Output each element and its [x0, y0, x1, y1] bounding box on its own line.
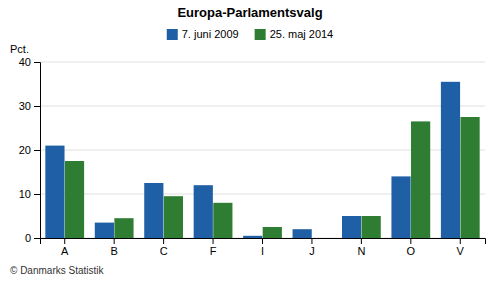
- bar: [263, 227, 282, 238]
- grid-line: [40, 62, 485, 63]
- x-tick-label: F: [210, 245, 217, 257]
- legend-label: 7. juni 2009: [182, 28, 239, 40]
- bar: [460, 117, 479, 238]
- x-tick-mark: [311, 238, 312, 244]
- legend-swatch: [167, 29, 178, 40]
- y-tick-label: 30: [19, 100, 31, 112]
- y-axis-label: Pct.: [10, 43, 29, 55]
- x-tick: V: [457, 238, 465, 257]
- x-tick: A: [61, 238, 69, 257]
- bar: [114, 218, 133, 238]
- y-tick-label: 40: [19, 56, 31, 68]
- bar-series: [65, 117, 480, 238]
- x-tick-mark: [213, 238, 214, 244]
- legend-label: 25. maj 2014: [270, 28, 334, 40]
- y-tick-label: 0: [25, 232, 31, 244]
- chart-container: Europa-Parlamentsvalg A B C F I J N O V 0 10 20 30 40P…: [0, 0, 500, 282]
- y-tick-mark: [34, 150, 40, 151]
- plot: A B C F I J N O V 0 10 20 30 40: [19, 56, 486, 257]
- x-tick-label: B: [110, 245, 117, 257]
- x-tick-mark: [114, 238, 115, 244]
- x-tick: B: [110, 238, 117, 257]
- y-axis: 0 10 20 30 40: [19, 56, 41, 244]
- x-tick: J: [309, 238, 315, 257]
- y-tick-label: 20: [19, 144, 31, 156]
- x-tick-mark: [361, 238, 362, 244]
- bar: [312, 238, 331, 239]
- x-axis-line: [41, 239, 486, 245]
- chart-svg: Europa-Parlamentsvalg A B C F I J N O V 0 10 20 30 40P…: [0, 0, 500, 282]
- bar: [362, 216, 381, 238]
- x-tick-label: C: [160, 245, 168, 257]
- legend: 7. juni 2009 25. maj 2014: [167, 28, 334, 40]
- grid: [40, 62, 485, 238]
- y-tick: 0: [25, 232, 40, 244]
- y-tick: 20: [19, 144, 40, 156]
- bar: [164, 196, 183, 238]
- y-tick: 30: [19, 100, 40, 112]
- y-tick-mark: [34, 238, 40, 239]
- legend-swatch: [255, 29, 266, 40]
- bar: [95, 223, 114, 238]
- x-tick-label: N: [357, 245, 365, 257]
- x-tick: F: [210, 238, 217, 257]
- bar: [391, 176, 410, 238]
- bar-series: [45, 82, 460, 238]
- y-tick: 10: [19, 188, 40, 200]
- x-tick-label: V: [457, 245, 465, 257]
- y-tick-mark: [34, 194, 40, 195]
- bar: [45, 146, 64, 238]
- x-tick-mark: [64, 238, 65, 244]
- grid-line: [40, 106, 485, 107]
- bar: [243, 236, 262, 238]
- y-tick: 40: [19, 56, 40, 68]
- x-tick: O: [407, 238, 416, 257]
- bar: [342, 216, 361, 238]
- footer: © Danmarks Statistik: [10, 265, 105, 276]
- bar: [441, 82, 460, 238]
- x-tick-label: A: [61, 245, 69, 257]
- title: Europa-Parlamentsvalg: [177, 5, 322, 20]
- x-tick-label: I: [261, 245, 264, 257]
- x-tick-mark: [410, 238, 411, 244]
- bar: [65, 161, 84, 238]
- bar: [213, 203, 232, 238]
- x-tick: C: [160, 238, 168, 257]
- bar: [293, 229, 312, 238]
- x-tick-label: O: [407, 245, 416, 257]
- legend-item: 25. maj 2014: [255, 28, 334, 40]
- x-tick: I: [261, 238, 264, 257]
- y-tick-label: 10: [19, 188, 31, 200]
- bar: [144, 183, 163, 238]
- x-tick: N: [357, 238, 365, 257]
- bar: [194, 185, 213, 238]
- y-axis-line: [34, 63, 41, 239]
- x-axis: ABCFIJNOV: [41, 238, 486, 257]
- x-tick-label: J: [309, 245, 315, 257]
- bars: [45, 82, 479, 238]
- x-tick-mark: [163, 238, 164, 244]
- y-tick-mark: [34, 106, 40, 107]
- bar: [411, 121, 430, 238]
- legend-item: 7. juni 2009: [167, 28, 239, 40]
- y-tick-mark: [34, 62, 40, 63]
- x-tick-mark: [460, 238, 461, 244]
- x-tick-mark: [262, 238, 263, 244]
